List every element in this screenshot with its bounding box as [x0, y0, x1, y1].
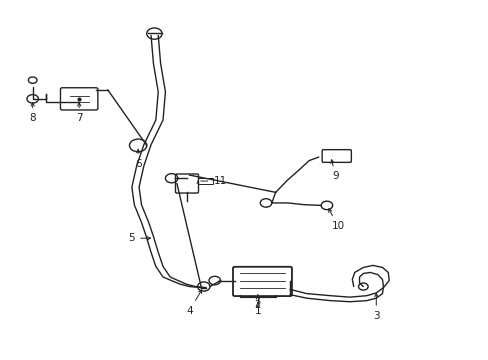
Text: 11: 11: [201, 176, 226, 186]
Text: 6: 6: [135, 149, 141, 169]
Text: 8: 8: [29, 103, 36, 123]
Text: 9: 9: [330, 160, 338, 181]
Text: 7: 7: [76, 103, 82, 123]
Text: 4: 4: [186, 290, 202, 315]
Text: 10: 10: [328, 209, 344, 231]
Text: 3: 3: [372, 293, 379, 321]
Text: 5: 5: [128, 233, 150, 243]
Text: 1: 1: [254, 302, 261, 315]
Text: 2: 2: [254, 295, 261, 310]
